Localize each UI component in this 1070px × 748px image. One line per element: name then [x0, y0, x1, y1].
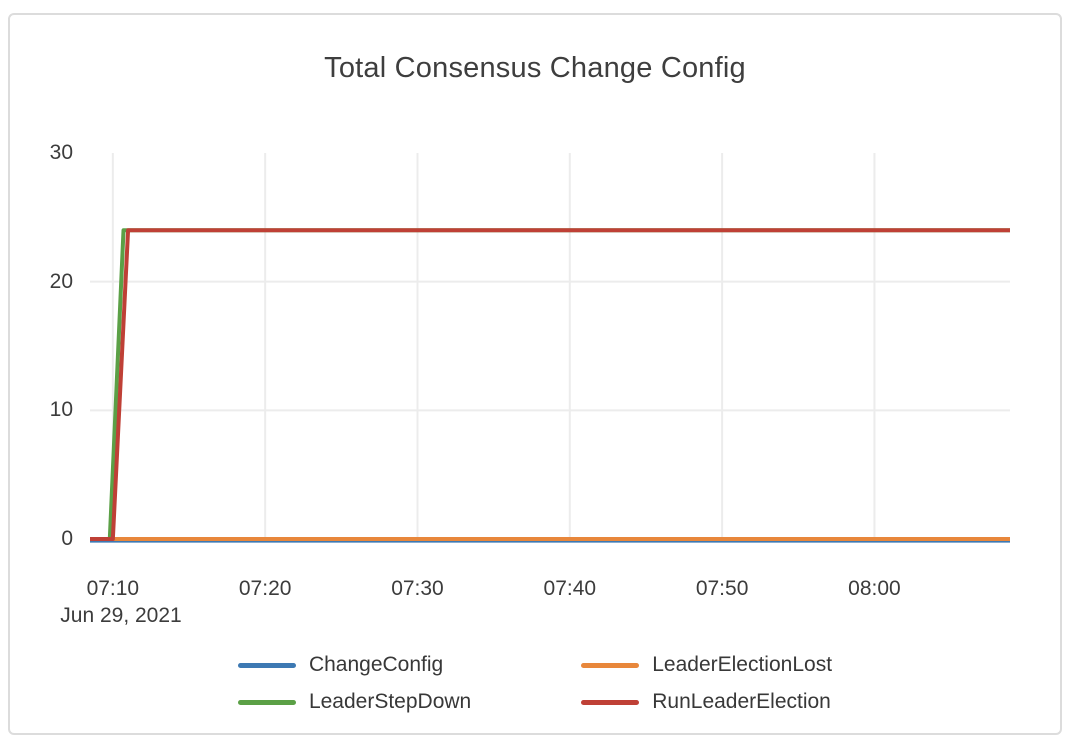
legend-item-LeaderElectionLost[interactable]: LeaderElectionLost [581, 653, 832, 677]
legend-label: LeaderElectionLost [652, 653, 833, 676]
x-axis-date-label: Jun 29, 2021 [60, 604, 182, 627]
chart-title: Total Consensus Change Config [324, 52, 746, 84]
legend-item-RunLeaderElection[interactable]: RunLeaderElection [581, 690, 832, 714]
series-line-LeaderStepDown [90, 228, 1010, 541]
y-tick-label: 0 [61, 527, 73, 550]
x-tick-label: 07:20 [238, 577, 292, 600]
y-tick-label: 10 [49, 398, 73, 422]
x-tick-label: 08:00 [848, 577, 901, 600]
series-line-RunLeaderElection [90, 228, 1010, 541]
x-tick-label: 07:40 [543, 577, 597, 600]
legend-grid: ChangeConfig LeaderElectionLost LeaderStep… [237, 653, 832, 714]
legend-swatch-icon [581, 699, 640, 705]
legend-label: LeaderStepDown [308, 690, 472, 713]
legend-label: RunLeaderElection [652, 690, 831, 713]
x-tick-label: 07:30 [391, 577, 444, 600]
y-tick-label: 30 [49, 141, 73, 164]
legend: ChangeConfig LeaderElectionLost LeaderStep… [0, 653, 1070, 714]
legend-label: ChangeConfig [308, 653, 444, 676]
legend-item-ChangeConfig[interactable]: ChangeConfig [237, 653, 471, 677]
legend-swatch-icon [237, 662, 296, 668]
x-tick-label: 07:50 [695, 577, 749, 600]
legend-swatch-icon [581, 662, 640, 668]
y-tick-label: 20 [49, 269, 73, 293]
x-tick-label: 07:10 [86, 577, 140, 600]
legend-item-LeaderStepDown[interactable]: LeaderStepDown [237, 690, 472, 714]
legend-swatch-icon [237, 699, 296, 705]
chart-card [8, 13, 1062, 735]
